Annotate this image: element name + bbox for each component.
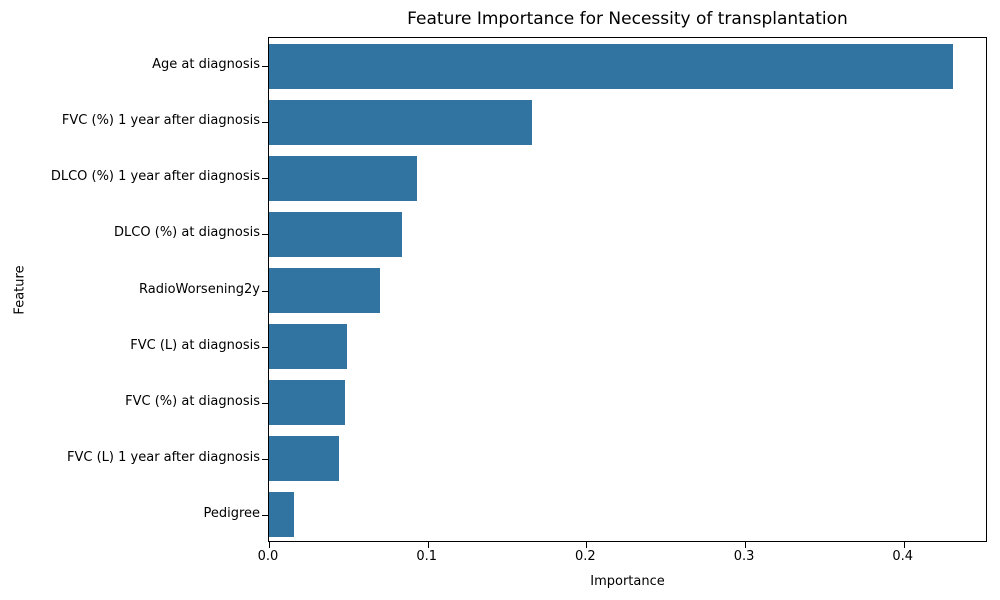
bar bbox=[269, 492, 295, 538]
x-tick-mark bbox=[745, 542, 747, 548]
x-tick-label: 0.3 bbox=[733, 549, 755, 564]
y-tick-mark bbox=[262, 178, 268, 180]
y-tick-mark bbox=[262, 234, 268, 236]
bar bbox=[269, 155, 417, 201]
bar bbox=[269, 380, 346, 426]
x-tick-mark bbox=[903, 542, 905, 548]
x-axis-label: Importance bbox=[590, 574, 665, 589]
y-tick-label: FVC (%) 1 year after diagnosis bbox=[61, 113, 260, 129]
y-tick-label: DLCO (%) at diagnosis bbox=[114, 225, 260, 241]
bar bbox=[269, 268, 381, 313]
bar bbox=[269, 99, 533, 145]
y-tick-mark bbox=[262, 122, 268, 124]
y-tick-mark bbox=[262, 290, 268, 292]
y-tick-mark bbox=[262, 346, 268, 348]
chart-title: Feature Importance for Necessity of tran… bbox=[407, 9, 848, 29]
x-tick-mark bbox=[427, 542, 429, 548]
x-tick-mark bbox=[586, 542, 588, 548]
y-tick-mark bbox=[262, 402, 268, 404]
x-tick-label: 0.2 bbox=[575, 549, 596, 564]
x-tick-label: 0.1 bbox=[416, 549, 438, 564]
y-axis-tick-labels: Age at diagnosis FVC (%) 1 year after dia… bbox=[0, 37, 260, 542]
x-tick-label: 0.0 bbox=[257, 549, 279, 564]
bar bbox=[269, 324, 347, 370]
x-tick-label: 0.4 bbox=[892, 549, 914, 564]
y-tick-label: Age at diagnosis bbox=[152, 57, 260, 73]
bar bbox=[269, 43, 953, 89]
y-tick-mark bbox=[262, 514, 268, 516]
y-tick-mark bbox=[262, 66, 268, 68]
y-tick-label: FVC (L) 1 year after diagnosis bbox=[67, 449, 260, 465]
y-tick-label: RadioWorsening2y bbox=[139, 281, 260, 297]
y-tick-label: FVC (L) at diagnosis bbox=[130, 337, 260, 353]
y-tick-label: DLCO (%) 1 year after diagnosis bbox=[50, 169, 260, 185]
x-tick-mark bbox=[269, 542, 270, 548]
plot-area bbox=[262, 37, 987, 548]
y-tick-mark bbox=[262, 458, 268, 460]
y-tick-label: FVC (%) at diagnosis bbox=[125, 393, 260, 409]
y-tick-label: Pedigree bbox=[203, 505, 260, 521]
bar bbox=[269, 211, 403, 257]
x-axis-tick-labels: 0.0 0.1 0.2 0.3 0.4 bbox=[258, 549, 987, 567]
bar bbox=[269, 436, 339, 482]
